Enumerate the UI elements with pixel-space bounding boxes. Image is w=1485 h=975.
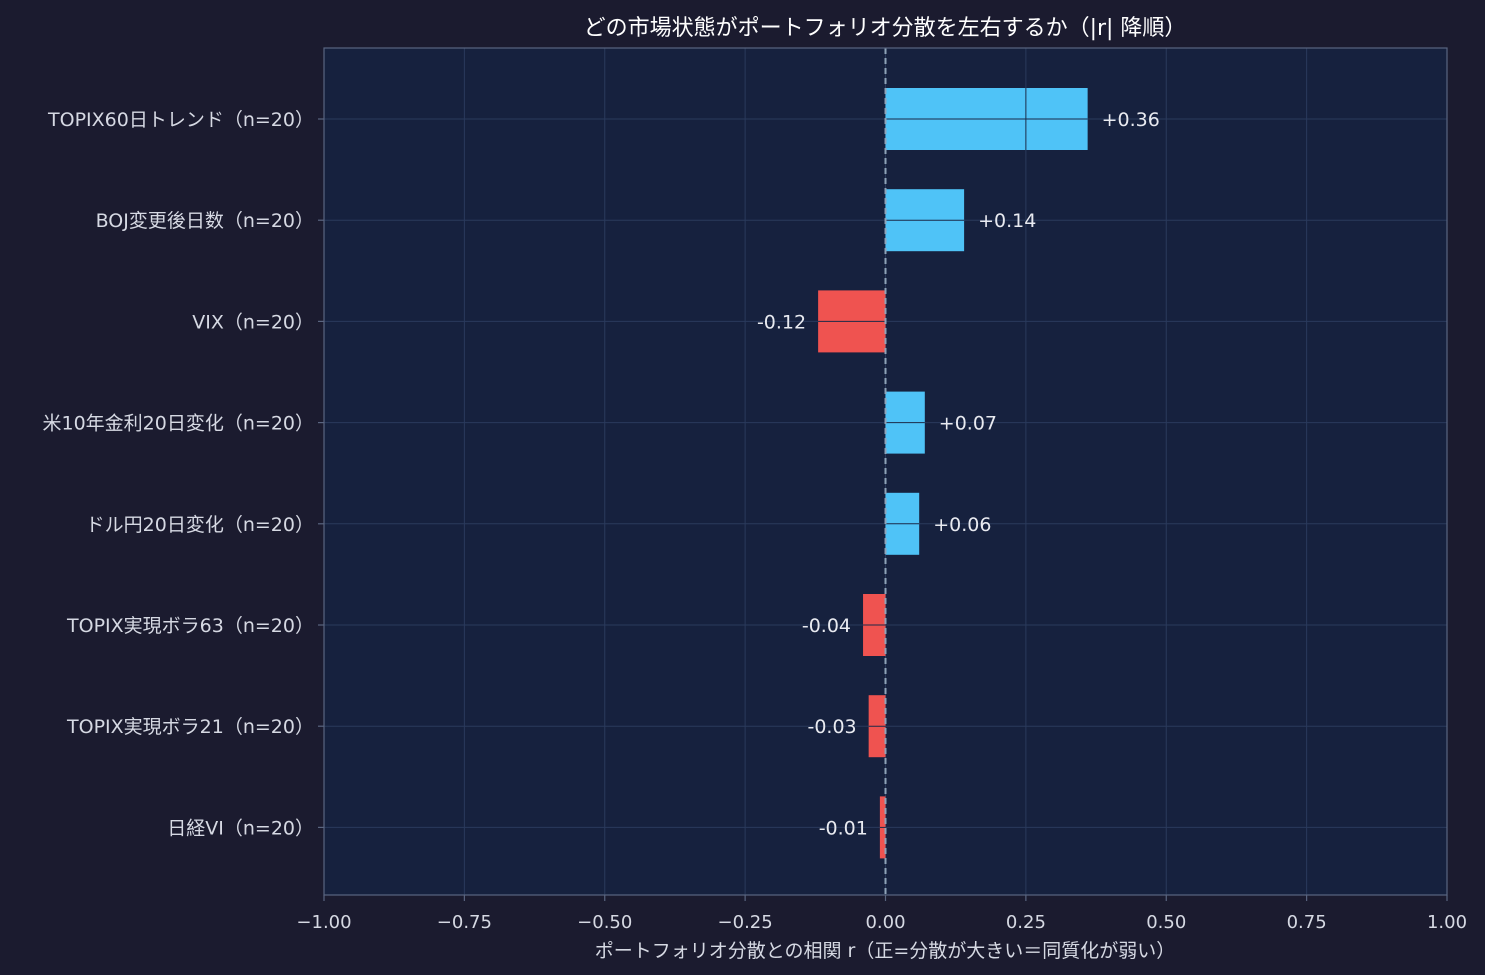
value-label: -0.03 [807, 716, 856, 738]
x-tick-label: 0.75 [1287, 912, 1327, 933]
value-label: +0.07 [939, 413, 997, 435]
bars [818, 88, 1088, 859]
y-tick-label: BOJ変更後日数（n=20） [96, 210, 314, 232]
value-label: -0.04 [802, 615, 851, 637]
x-tick-label: 1.00 [1427, 912, 1467, 933]
y-tick-label: ドル円20日変化（n=20） [86, 514, 314, 536]
x-tick-label: −1.00 [296, 912, 351, 933]
x-tick-label: −0.50 [577, 912, 632, 933]
x-tick-label: −0.25 [718, 912, 773, 933]
y-tick-label: VIX（n=20） [192, 311, 314, 333]
y-axis: TOPIX60日トレンド（n=20） BOJ変更後日数（n=20） VIX（n=20… [43, 109, 324, 839]
x-axis-label: ポートフォリオ分散との相関 r（正=分散が大きい＝同質化が弱い） [595, 940, 1176, 962]
x-axis: −1.00 −0.75 −0.50 −0.25 0.00 0.25 0.50 0.75 1.00 [296, 895, 1467, 933]
value-label: -0.12 [757, 311, 806, 333]
y-tick-label: TOPIX60日トレンド（n=20） [47, 109, 314, 131]
x-tick-label: 0.25 [1006, 912, 1046, 933]
x-tick-label: 0.50 [1146, 912, 1186, 933]
x-tick-label: −0.75 [437, 912, 492, 933]
chart-title: どの市場状態がポートフォリオ分散を左右するか（|r| 降順） [584, 16, 1187, 41]
y-tick-label: TOPIX実現ボラ21（n=20） [66, 716, 314, 738]
y-tick-label: 米10年金利20日変化（n=20） [43, 413, 315, 435]
value-label: +0.14 [978, 210, 1036, 232]
value-label: +0.06 [933, 514, 991, 536]
value-labels: +0.36 +0.14 -0.12 +0.07 +0.06 -0.04 -0.03 -0.01 [757, 109, 1160, 839]
y-tick-label: 日経VI（n=20） [167, 817, 314, 839]
value-label: -0.01 [819, 817, 868, 839]
y-tick-label: TOPIX実現ボラ63（n=20） [66, 615, 314, 637]
x-tick-label: 0.00 [865, 912, 905, 933]
value-label: +0.36 [1102, 109, 1160, 131]
